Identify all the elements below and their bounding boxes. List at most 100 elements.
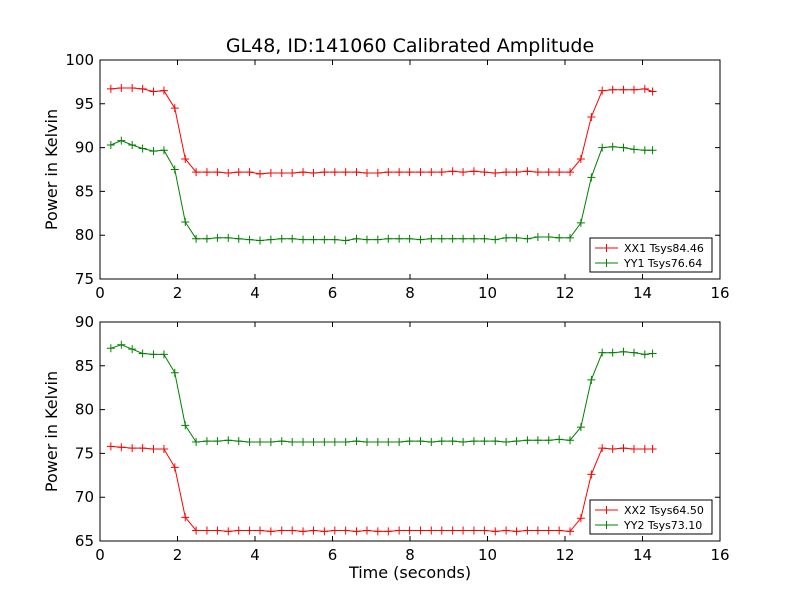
- data-point: [533, 436, 542, 445]
- data-point: [234, 234, 243, 243]
- series-1: [106, 340, 657, 447]
- data-point: [373, 527, 382, 536]
- x-tick-label: 12: [555, 284, 574, 302]
- data-point: [648, 146, 657, 155]
- legend: XX2 Tsys64.50 YY2 Tsys73.10: [589, 499, 713, 535]
- data-point: [648, 445, 657, 454]
- data-point: [106, 442, 115, 451]
- data-point: [373, 235, 382, 244]
- data-point: [224, 436, 233, 445]
- y-tick-label: 100: [65, 51, 94, 69]
- data-point: [277, 437, 286, 446]
- data-point: [352, 234, 361, 243]
- data-point: [256, 236, 265, 245]
- series-line: [110, 445, 653, 532]
- data-point: [224, 233, 233, 242]
- legend-entry: YY2 Tsys73.10: [623, 519, 702, 532]
- data-point: [648, 87, 657, 96]
- data-point: [234, 168, 243, 177]
- data-point: [480, 526, 489, 535]
- series-line: [110, 140, 653, 242]
- data-point: [341, 526, 350, 535]
- y-tick-label: 85: [75, 357, 94, 375]
- data-point: [640, 350, 649, 359]
- y-tick-label: 80: [75, 226, 94, 244]
- x-tick-label: 14: [633, 546, 652, 564]
- data-point: [459, 234, 468, 243]
- data-point: [416, 437, 425, 446]
- data-point: [576, 154, 585, 163]
- data-point: [437, 234, 446, 243]
- data-point: [117, 443, 126, 452]
- data-point: [352, 437, 361, 446]
- data-point: [202, 234, 211, 243]
- x-tick-label: 2: [173, 284, 183, 302]
- data-point: [395, 234, 404, 243]
- data-point: [128, 84, 137, 93]
- x-tick-label: 10: [478, 546, 497, 564]
- x-tick-label: 0: [95, 546, 105, 564]
- x-tick-label: 14: [633, 284, 652, 302]
- data-point: [405, 234, 414, 243]
- data-point: [533, 168, 542, 177]
- data-point: [277, 234, 286, 243]
- x-tick-label: 6: [328, 284, 338, 302]
- data-point: [202, 168, 211, 177]
- legend-swatch: [595, 521, 618, 529]
- data-point: [330, 168, 339, 177]
- data-point: [384, 527, 393, 536]
- data-point: [256, 438, 265, 447]
- data-point: [299, 168, 308, 177]
- data-point: [138, 349, 147, 358]
- y-tick-label: 75: [75, 444, 94, 462]
- data-point: [320, 168, 329, 177]
- y-axis-label: Power in Kelvin: [42, 371, 61, 492]
- data-point: [459, 168, 468, 177]
- x-axis-label: Time (seconds): [348, 563, 471, 582]
- data-point: [320, 527, 329, 536]
- data-point: [341, 236, 350, 245]
- data-point: [106, 84, 115, 93]
- data-point: [640, 445, 649, 454]
- data-point: [320, 438, 329, 447]
- data-point: [437, 168, 446, 177]
- data-point: [330, 438, 339, 447]
- data-point: [266, 527, 275, 536]
- bottom-subplot: 0 2 4 6 8 10 12 14 16 65 70 75 80 85 90 Power in Kelvin…: [42, 313, 730, 564]
- data-point: [555, 168, 564, 177]
- legend-entry: YY1 Tsys76.64: [623, 257, 702, 270]
- data-point: [384, 234, 393, 243]
- data-point: [117, 84, 126, 93]
- y-tick-label: 85: [75, 182, 94, 200]
- data-point: [555, 233, 564, 242]
- data-point: [512, 527, 521, 536]
- data-point: [544, 436, 553, 445]
- data-point: [587, 112, 596, 121]
- data-point: [299, 235, 308, 244]
- series-1: [106, 136, 657, 245]
- data-point: [480, 234, 489, 243]
- x-tick-label: 16: [710, 284, 729, 302]
- data-point: [181, 218, 190, 227]
- series-line: [110, 87, 653, 175]
- data-point: [181, 421, 190, 430]
- data-point: [491, 527, 500, 536]
- data-point: [170, 463, 179, 472]
- data-point: [288, 438, 297, 447]
- data-point: [362, 235, 371, 244]
- data-point: [619, 444, 628, 453]
- data-point: [566, 233, 575, 242]
- data-point: [352, 527, 361, 536]
- data-point: [523, 526, 532, 535]
- data-point: [224, 527, 233, 536]
- data-point: [502, 168, 511, 177]
- data-point: [544, 526, 553, 535]
- data-point: [629, 145, 638, 154]
- data-point: [192, 438, 201, 447]
- legend-box: [589, 499, 713, 535]
- data-point: [566, 527, 575, 536]
- data-point: [533, 526, 542, 535]
- data-point: [117, 340, 126, 349]
- x-tick-label: 8: [405, 546, 415, 564]
- data-point: [405, 526, 414, 535]
